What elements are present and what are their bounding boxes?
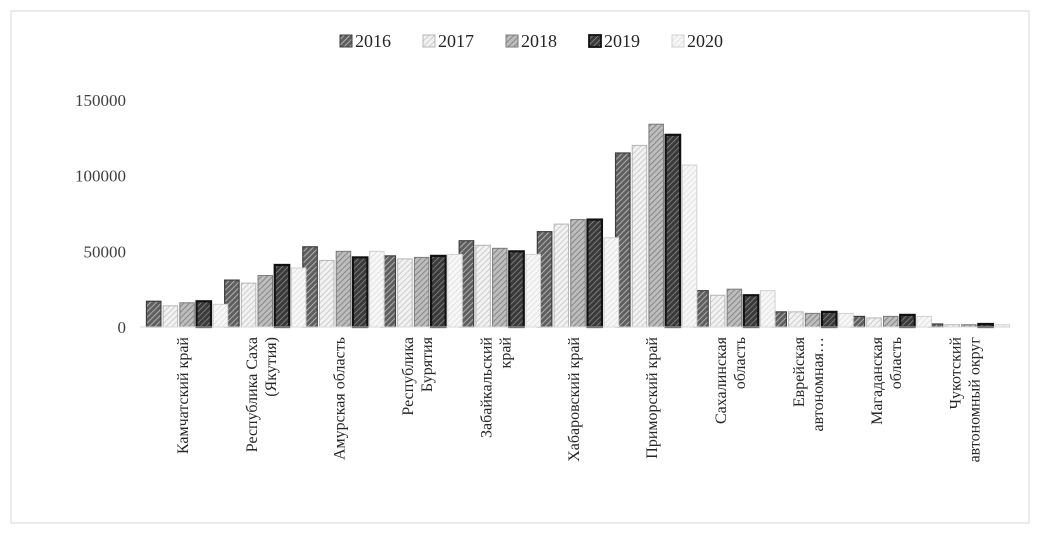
bar-2020-cat-6 bbox=[681, 164, 698, 328]
bar-2018-cat-6 bbox=[648, 123, 664, 328]
x-category-line-7-1: область bbox=[732, 337, 749, 389]
bar-2020-cat-9 bbox=[916, 315, 932, 328]
x-category-line-6-0: Приморский край bbox=[644, 337, 661, 459]
x-category-line-10-0: Чукотский bbox=[947, 337, 964, 410]
bar-2020-cat-5 bbox=[603, 237, 620, 328]
legend-label-2018: 2018 bbox=[521, 31, 557, 51]
bar-2017-cat-2 bbox=[319, 259, 335, 328]
bar-2017-cat-4 bbox=[475, 244, 491, 328]
legend-swatch-2019 bbox=[588, 34, 602, 48]
bar-2019-cat-5 bbox=[586, 218, 604, 329]
bar-2018-cat-0 bbox=[179, 302, 195, 328]
bar-2017-cat-7 bbox=[709, 294, 726, 328]
bar-2017-cat-1 bbox=[240, 282, 257, 328]
bar-2017-cat-9 bbox=[866, 317, 882, 328]
x-category-line-1-0: Республика Саха bbox=[244, 337, 261, 452]
bar-2016-cat-0 bbox=[145, 300, 162, 328]
legend-swatch-2017 bbox=[422, 34, 436, 48]
bar-2018-cat-1 bbox=[257, 275, 274, 328]
legend-label-2016: 2016 bbox=[355, 31, 391, 51]
x-category-label-8: Еврейская автономная… bbox=[791, 336, 827, 431]
bar-2019-cat-4 bbox=[508, 250, 525, 329]
bar-2018-cat-2 bbox=[335, 250, 352, 328]
bar-2019-cat-6 bbox=[664, 133, 682, 329]
legend-label-2020: 2020 bbox=[687, 31, 723, 51]
bar-2020-cat-0 bbox=[212, 303, 229, 328]
x-category-line-7-0: Сахалинская bbox=[713, 336, 730, 424]
bar-2018-cat-7 bbox=[726, 288, 743, 328]
x-category-label-3: Республика Бурятия bbox=[400, 336, 436, 415]
bar-2020-cat-3 bbox=[447, 253, 463, 328]
x-category-line-8-1: автономная… bbox=[810, 337, 827, 431]
bar-2019-cat-9 bbox=[899, 313, 916, 329]
x-category-label-1: Республика Саха (Якутия) bbox=[244, 337, 280, 452]
x-category-line-1-1: (Якутия) bbox=[263, 337, 280, 397]
legend-swatch-2020 bbox=[671, 34, 685, 48]
x-category-line-3-1: Бурятия bbox=[419, 336, 436, 392]
bar-2017-cat-8 bbox=[788, 311, 804, 328]
x-category-line-5-0: Хабаровский край bbox=[566, 337, 583, 462]
y-tick-label-100000: 100000 bbox=[75, 167, 126, 186]
y-axis: 0 50000 100000 150000 bbox=[75, 91, 126, 337]
legend-swatch-2016 bbox=[339, 34, 353, 48]
x-category-label-9: Магаданская область bbox=[869, 336, 905, 425]
bar-2017-cat-3 bbox=[397, 258, 413, 328]
bar-2019-cat-0 bbox=[195, 300, 213, 329]
bar-2019-cat-8 bbox=[820, 310, 838, 329]
y-tick-label-50000: 50000 bbox=[84, 242, 127, 261]
bar-2020-cat-10 bbox=[994, 324, 1011, 328]
y-tick-label-150000: 150000 bbox=[75, 91, 126, 110]
y-tick-label-0: 0 bbox=[118, 318, 127, 337]
legend: 2016 2017 2018 2019 2020 bbox=[339, 31, 723, 51]
bar-2019-cat-2 bbox=[351, 256, 369, 329]
bar-2018-cat-8 bbox=[804, 312, 821, 328]
bar-2020-cat-1 bbox=[290, 267, 307, 328]
x-category-label-4: Забайкальский край bbox=[478, 337, 514, 438]
x-category-line-4-0: Забайкальский bbox=[478, 337, 495, 438]
x-category-label-2: Амурская область bbox=[332, 337, 349, 460]
x-category-line-0-0: Камчатский край bbox=[175, 337, 192, 454]
bar-2020-cat-7 bbox=[760, 290, 776, 328]
bar-2018-cat-9 bbox=[882, 315, 899, 328]
x-category-line-3-0: Республика bbox=[400, 337, 417, 416]
x-category-line-2-0: Амурская область bbox=[332, 337, 349, 460]
bar-2019-cat-1 bbox=[273, 263, 291, 329]
bar-2020-cat-2 bbox=[369, 250, 385, 328]
bar-2018-cat-4 bbox=[492, 247, 508, 328]
x-category-line-9-1: область bbox=[888, 337, 905, 389]
bar-2020-cat-4 bbox=[525, 253, 541, 328]
legend-label-2017: 2017 bbox=[438, 31, 474, 51]
bar-2018-cat-5 bbox=[570, 219, 586, 328]
x-category-label-10: Чукотский автономный округ bbox=[947, 337, 983, 463]
x-category-label-7: Сахалинская область bbox=[713, 336, 749, 424]
x-axis: Камчатский край Республика Саха (Якутия) Ам… bbox=[175, 336, 983, 462]
bar-2018-cat-3 bbox=[413, 256, 430, 328]
bars bbox=[145, 123, 1011, 329]
x-category-line-4-1: край bbox=[497, 337, 514, 369]
legend-label-2019: 2019 bbox=[604, 31, 640, 51]
bar-2017-cat-6 bbox=[631, 144, 648, 328]
bar-2019-cat-3 bbox=[429, 254, 447, 329]
bar-2017-cat-0 bbox=[162, 305, 179, 328]
x-category-label-5: Хабаровский край bbox=[566, 337, 583, 462]
x-category-line-9-0: Магаданская bbox=[869, 336, 886, 425]
bar-2019-cat-7 bbox=[742, 294, 760, 329]
legend-swatch-2018 bbox=[505, 34, 519, 48]
x-category-line-8-0: Еврейская bbox=[791, 336, 808, 407]
x-category-label-6: Приморский край bbox=[644, 337, 661, 459]
x-category-line-10-1: автономный округ bbox=[966, 337, 983, 463]
x-category-label-0: Камчатский край bbox=[175, 337, 192, 454]
bar-2017-cat-5 bbox=[553, 223, 570, 328]
bar-2020-cat-8 bbox=[838, 312, 854, 328]
